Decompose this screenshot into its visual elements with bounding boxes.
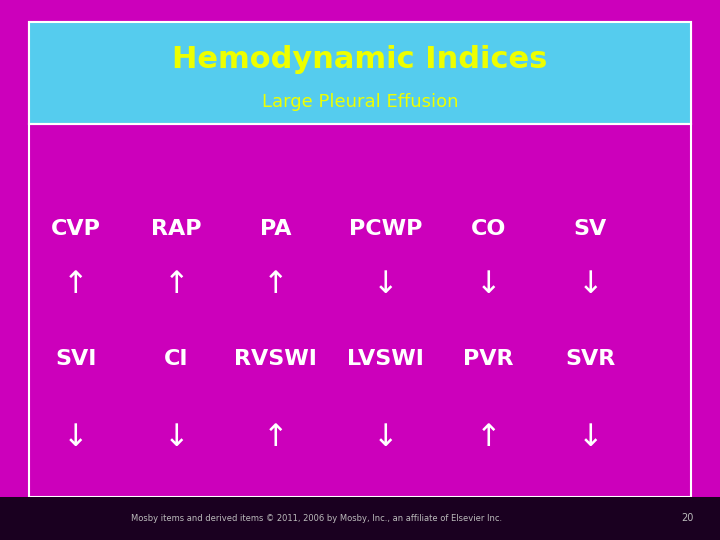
Text: CO: CO (470, 219, 506, 239)
Text: PVR: PVR (463, 349, 513, 369)
Text: 20: 20 (681, 514, 694, 523)
Text: ↑: ↑ (263, 423, 289, 451)
Text: ↑: ↑ (163, 270, 189, 299)
Text: Large Pleural Effusion: Large Pleural Effusion (262, 93, 458, 111)
Text: ↓: ↓ (372, 270, 398, 299)
Text: Hemodynamic Indices: Hemodynamic Indices (172, 45, 548, 74)
Text: ↓: ↓ (475, 270, 501, 299)
Text: SVR: SVR (565, 349, 616, 369)
Text: RVSWI: RVSWI (234, 349, 318, 369)
Text: PA: PA (260, 219, 292, 239)
Bar (29, 22, 691, 124)
Text: SV: SV (574, 219, 607, 239)
Text: PCWP: PCWP (348, 219, 422, 239)
Text: CI: CI (164, 349, 189, 369)
Text: ↓: ↓ (63, 423, 89, 451)
Text: Mosby items and derived items © 2011, 2006 by Mosby, Inc., an affiliate of Elsev: Mosby items and derived items © 2011, 20… (131, 514, 503, 523)
Text: RAP: RAP (151, 219, 202, 239)
Text: ↓: ↓ (163, 423, 189, 451)
Text: SVI: SVI (55, 349, 96, 369)
Text: ↓: ↓ (577, 270, 603, 299)
Text: ↑: ↑ (475, 423, 501, 451)
Text: LVSWI: LVSWI (347, 349, 423, 369)
Text: ↑: ↑ (263, 270, 289, 299)
Bar (29, 22, 691, 497)
Bar (0, 497, 720, 540)
Text: CVP: CVP (50, 219, 101, 239)
Text: ↓: ↓ (372, 423, 398, 451)
Text: ↓: ↓ (577, 423, 603, 451)
Text: ↑: ↑ (63, 270, 89, 299)
